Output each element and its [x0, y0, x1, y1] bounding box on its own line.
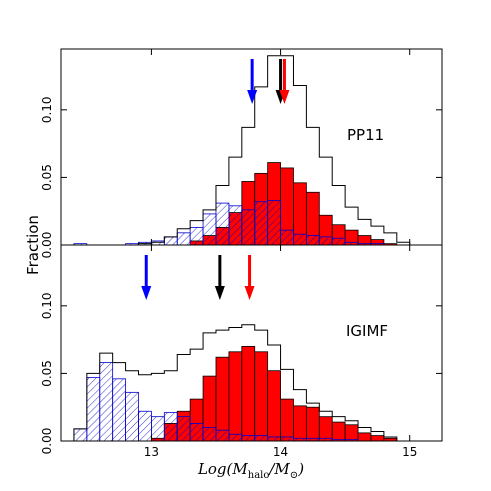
x-tick-label: 15: [402, 445, 417, 459]
blue-hatched-bar: [99, 362, 114, 441]
red-bar: [254, 351, 269, 441]
x-axis-label: Log(Mhalo/M⊙): [197, 460, 304, 481]
red-bar: [370, 435, 385, 441]
red-bar: [241, 345, 256, 441]
blue-hatched-bar: [344, 439, 359, 441]
blue-hatched-bar: [112, 378, 126, 441]
red-bar: [280, 398, 294, 441]
axes-frame: [60, 244, 443, 442]
blue-hatched-bar: [305, 235, 320, 245]
blue-hatched-bar: [151, 240, 165, 245]
y-tick-label: 0.00: [40, 428, 54, 455]
blue-hatched-bar: [280, 229, 294, 245]
blue-hatched-bar: [254, 201, 269, 245]
blue-hatched-bar: [189, 227, 204, 245]
blue-hatched-bar: [202, 427, 217, 441]
blue-hatched-bar: [318, 236, 333, 245]
y-tick-label: 0.05: [40, 360, 54, 387]
blue-hatched-bar: [138, 410, 152, 441]
panel-label-igimf: IGIMF: [346, 322, 388, 340]
red-bar: [267, 370, 281, 441]
red-bar: [370, 239, 385, 245]
blue-hatched-bar: [241, 435, 256, 441]
blue-hatched-bar: [215, 429, 230, 441]
blue-hatched-bar: [176, 416, 191, 441]
blue-hatched-bar: [267, 199, 281, 245]
panel-top: 0.00 0.05 0.10 PP11: [40, 48, 443, 259]
blue-hatched-bar: [215, 202, 230, 245]
blue-hatched-bar: [86, 377, 101, 441]
panel-label-pp11: PP11: [347, 126, 384, 144]
red-bar: [228, 351, 243, 441]
blue-hatched-bar: [73, 428, 88, 441]
red-bar: [215, 356, 230, 441]
arrow-black: [214, 255, 225, 300]
x-tick-label: 14: [273, 445, 288, 459]
blue-hatched-bar: [241, 209, 256, 245]
arrow-blue: [247, 59, 258, 104]
blue-hatched-bar: [293, 233, 307, 245]
arrow-red: [244, 255, 255, 300]
y-tick-label: 0.10: [40, 292, 54, 319]
blue-hatched-bar: [125, 391, 139, 441]
red-bar: [318, 416, 333, 441]
red-bar: [293, 405, 307, 441]
x-tick-label: 13: [144, 445, 159, 459]
blue-hatched-bar: [331, 237, 346, 245]
blue-hatched-bar: [163, 236, 178, 245]
blue-hatched-bar: [163, 412, 178, 441]
y-tick-label: 0.05: [40, 164, 54, 191]
y-tick-label: 0.00: [40, 232, 54, 259]
blue-hatched-bar: [176, 232, 191, 245]
blue-hatched-bar: [202, 213, 217, 245]
open-step-histogram: [73, 324, 410, 441]
red-bar: [305, 406, 320, 441]
red-bar: [344, 424, 359, 441]
blue-hatched-bar: [151, 416, 165, 441]
y-axis-label: Fraction: [24, 215, 42, 275]
blue-hatched-bar: [189, 423, 204, 441]
red-bar: [357, 432, 372, 441]
blue-hatched-bar: [228, 205, 243, 245]
panel-bottom: 0.00 0.05 0.10 13 14 15 IGIMF: [40, 244, 443, 459]
arrow-red: [279, 59, 290, 104]
blue-hatched-bar: [254, 435, 269, 441]
y-tick-label: 0.10: [40, 96, 54, 123]
blue-hatched-bar: [267, 436, 281, 441]
blue-hatched-bar: [228, 433, 243, 441]
arrow-blue: [141, 255, 152, 300]
blue-hatched-bar: [280, 436, 294, 441]
red-bar: [331, 421, 346, 441]
